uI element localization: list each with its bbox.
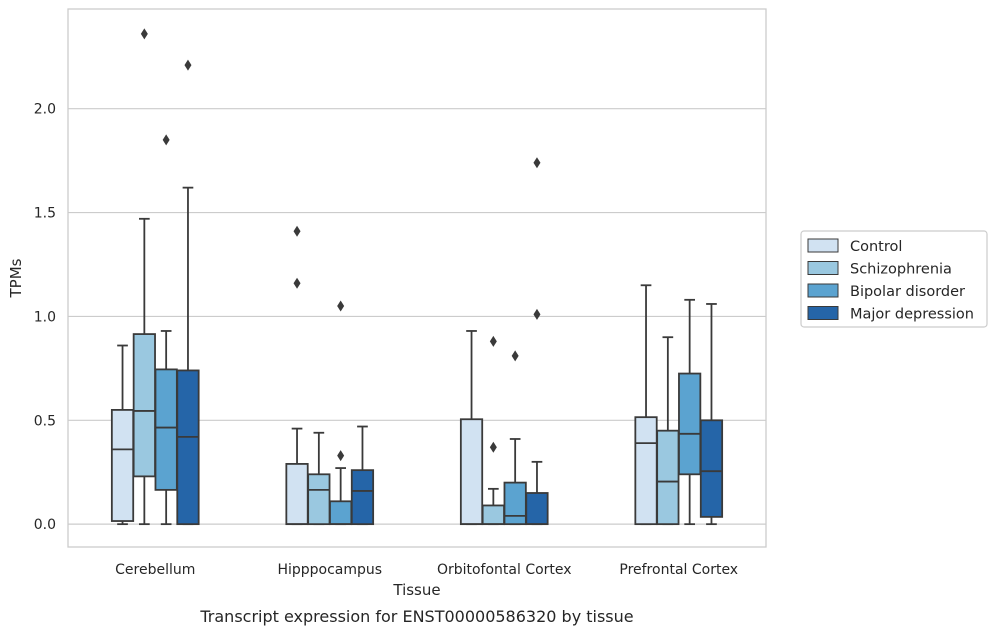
legend-label: Control <box>850 239 902 255</box>
box-schizophrenia <box>307 431 331 526</box>
legend: Control Schizophrenia Bipolar disorder Majo… <box>800 230 988 328</box>
box-iqr <box>503 481 527 526</box>
y-tick-label: 1.5 <box>34 206 56 222</box>
outlier-marker <box>337 300 345 312</box>
box-iqr <box>634 416 658 526</box>
outlier-marker <box>184 59 192 71</box>
box-bipolar-disorder <box>329 300 353 526</box>
x-axis-title: Tissue <box>392 581 440 599</box>
box-schizophrenia <box>132 28 156 526</box>
outlier-marker <box>533 308 541 320</box>
box-major-depression <box>699 303 724 526</box>
box-iqr <box>350 469 375 526</box>
box-schizophrenia <box>656 336 680 526</box>
box-iqr <box>699 419 724 518</box>
x-tick-label: Hipppocampus <box>277 562 382 578</box>
outlier-marker <box>162 134 170 146</box>
y-tick-label: 0.5 <box>34 413 56 429</box>
box-schizophrenia <box>481 335 505 526</box>
y-tick-label: 1.0 <box>34 309 56 325</box>
box-control <box>634 284 658 526</box>
outlier-marker <box>337 450 345 462</box>
box-major-depression <box>525 157 549 526</box>
box-iqr <box>481 504 505 526</box>
box-iqr <box>132 333 156 478</box>
outlier-marker <box>511 350 519 362</box>
x-tick-label: Cerebellum <box>115 562 195 578</box>
outlier-marker <box>489 441 497 453</box>
box-iqr <box>525 492 549 526</box>
outlier-marker <box>489 335 497 347</box>
outlier-marker <box>293 277 301 289</box>
box-major-depression <box>350 425 375 526</box>
box-bipolar-disorder <box>678 298 702 526</box>
box-iqr <box>678 372 702 476</box>
box-iqr <box>285 463 309 526</box>
box-iqr <box>110 409 135 522</box>
box-iqr <box>307 473 331 526</box>
legend-frame <box>800 230 988 328</box>
box-iqr <box>459 418 484 526</box>
legend-label: Major depression <box>850 307 974 323</box>
box-bipolar-disorder <box>503 350 527 526</box>
x-tick-label: Prefrontal Cortex <box>619 562 738 578</box>
box-iqr <box>176 369 200 526</box>
legend-label: Bipolar disorder <box>850 284 965 300</box>
box-control <box>459 330 484 526</box>
box-bipolar-disorder <box>154 134 178 526</box>
outlier-marker <box>293 225 301 237</box>
y-tick-label: 0.0 <box>34 517 56 533</box>
x-tick-label: Orbitofontal Cortex <box>437 562 572 578</box>
outlier-marker <box>140 28 148 40</box>
legend-swatch <box>807 306 839 320</box>
y-tick-label: 2.0 <box>34 102 56 118</box>
box-control <box>110 344 135 526</box>
x-tick-labels: Cerebellum Hipppocampus Orbitofontal Corte… <box>115 562 738 578</box>
box-control <box>285 225 309 526</box>
chart-caption: Transcript expression for ENST0000058632… <box>199 607 633 626</box>
y-tick-labels: 0.0 0.5 1.0 1.5 2.0 <box>34 102 56 533</box>
box-iqr <box>656 429 680 526</box>
legend-swatch <box>807 261 839 275</box>
boxes-layer <box>110 28 724 526</box>
legend-swatch <box>807 283 839 298</box>
plot-area-frame <box>67 8 767 548</box>
legend-swatch <box>807 238 839 253</box>
legend-label: Schizophrenia <box>850 262 952 278</box>
box-iqr <box>329 500 353 526</box>
outlier-marker <box>533 157 541 169</box>
box-major-depression <box>176 59 200 526</box>
box-iqr <box>154 368 178 491</box>
y-axis-title: TPMs <box>7 258 25 298</box>
